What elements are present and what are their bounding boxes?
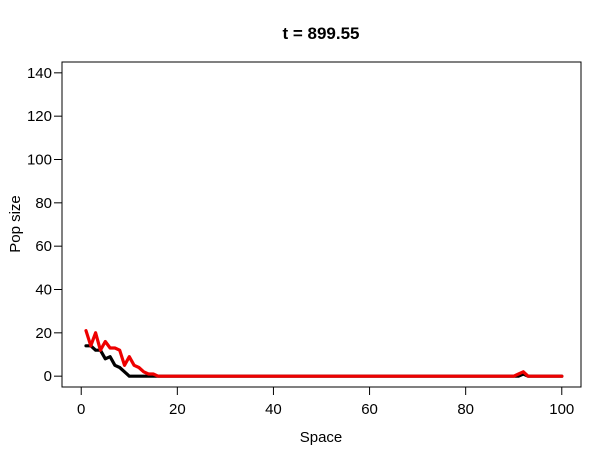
series-line-1 [84,344,564,378]
x-tick-label: 100 [549,401,574,418]
x-tick-label: 0 [77,401,85,418]
x-axis-label: Space [300,429,343,446]
y-tick-label: 60 [35,238,52,255]
y-tick-label: 100 [27,152,52,169]
y-axis: 0 20 40 60 80 100 120 140 [27,65,62,385]
y-axis-label: Pop size [7,195,24,253]
series-line-2 [84,329,564,378]
x-tick-label: 80 [457,401,474,418]
y-tick-label: 80 [35,195,52,212]
y-tick-label: 140 [27,65,52,82]
y-tick-label: 20 [35,325,52,342]
y-tick-label: 0 [44,368,52,385]
series-layer [84,329,564,378]
chart-title: t = 899.55 [282,24,359,43]
x-tick-label: 60 [361,401,378,418]
y-tick-label: 40 [35,282,52,299]
plot-area [61,61,582,388]
x-tick-label: 20 [169,401,186,418]
x-tick-label: 40 [265,401,282,418]
y-tick-label: 120 [27,108,52,125]
x-axis: 0 20 40 60 80 100 [77,387,574,418]
